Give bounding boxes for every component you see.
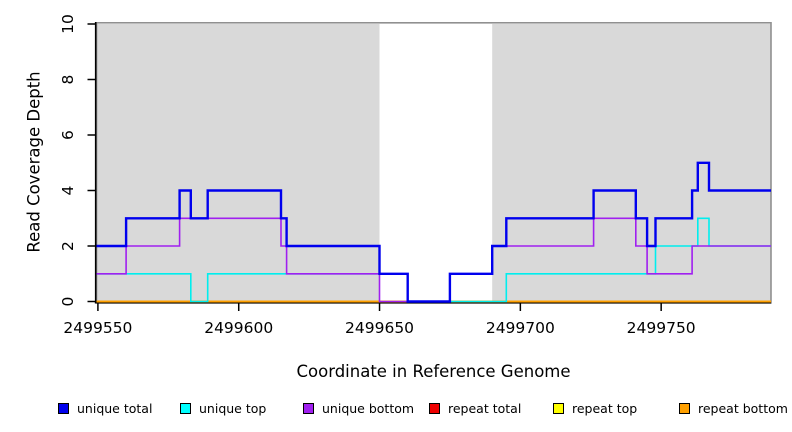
coverage-region <box>492 24 771 302</box>
y-axis-title: Read Coverage Depth <box>24 71 44 253</box>
legend: unique total unique top unique bottom re… <box>0 400 792 418</box>
y-tick-label: 0 <box>59 297 77 307</box>
legend-label: unique total <box>77 401 153 416</box>
legend-swatch-unique-bottom <box>303 403 314 414</box>
y-tick-label: 6 <box>59 130 77 140</box>
legend-swatch-repeat-total <box>429 403 440 414</box>
legend-label: unique top <box>199 401 267 416</box>
legend-swatch-unique-total <box>58 403 69 414</box>
series-unique-total <box>96 161 771 303</box>
x-tick-label: 2499550 <box>63 319 132 337</box>
series-unique-top <box>96 217 771 303</box>
legend-swatch-repeat-top <box>553 403 564 414</box>
y-tick-label: 2 <box>59 241 77 251</box>
legend-label: repeat bottom <box>698 401 788 416</box>
y-tick-label: 8 <box>59 75 77 85</box>
legend-item-unique-bottom: unique bottom <box>303 400 414 417</box>
legend-item-unique-top: unique top <box>180 400 266 417</box>
y-tick-label: 4 <box>59 186 77 196</box>
y-tick-label: 10 <box>59 14 77 34</box>
legend-item-unique-total: unique total <box>58 400 152 417</box>
x-tick-label: 2499700 <box>486 319 555 337</box>
x-tick-label: 2499750 <box>627 319 696 337</box>
coverage-region <box>96 24 380 302</box>
legend-swatch-unique-top <box>180 403 191 414</box>
legend-label: unique bottom <box>322 401 415 416</box>
legend-label: repeat top <box>572 401 638 416</box>
legend-item-repeat-total: repeat total <box>429 400 521 417</box>
x-tick-label: 2499600 <box>204 319 273 337</box>
legend-label: repeat total <box>448 401 522 416</box>
x-axis-title: Coordinate in Reference Genome <box>296 362 571 381</box>
x-tick-label: 2499650 <box>345 319 414 337</box>
legend-item-repeat-bottom: repeat bottom <box>679 400 788 417</box>
legend-swatch-repeat-bottom <box>679 403 690 414</box>
legend-item-repeat-top: repeat top <box>553 400 637 417</box>
